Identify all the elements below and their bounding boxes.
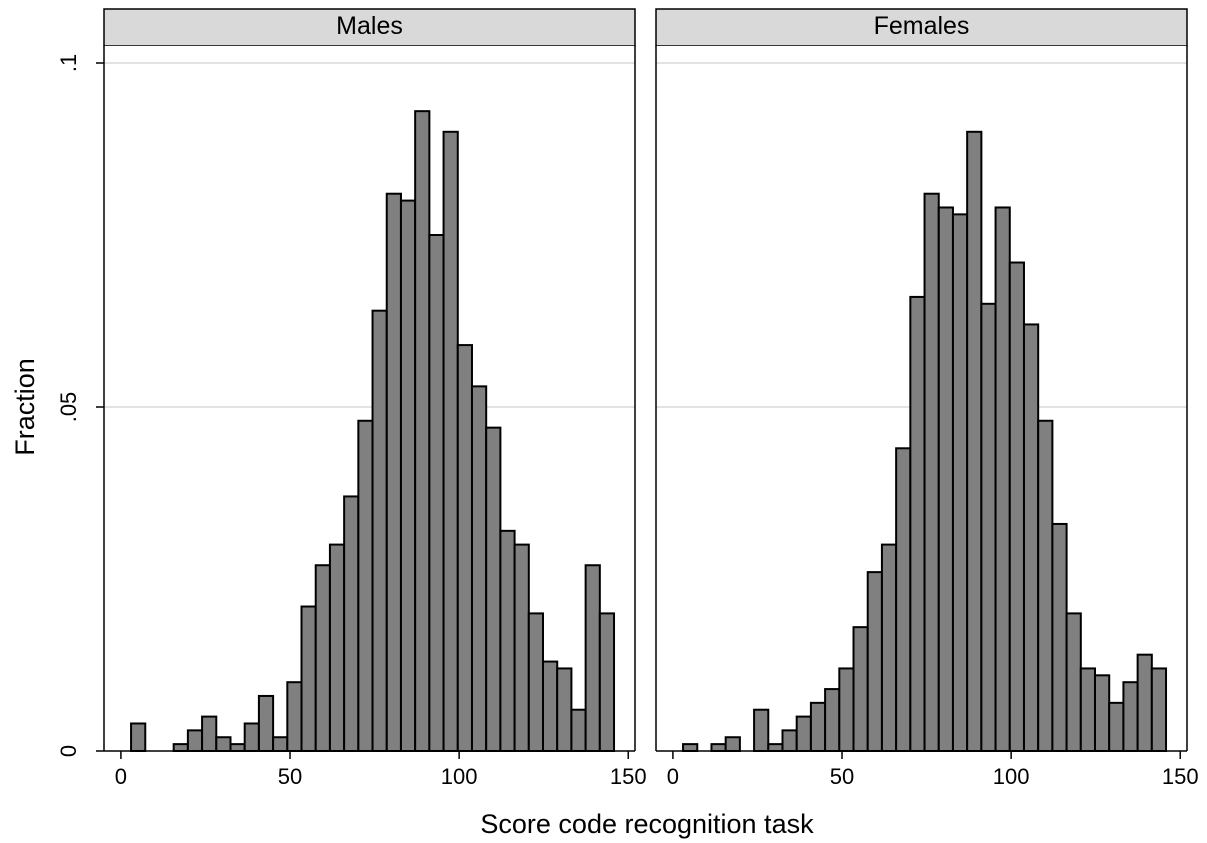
histogram-bar xyxy=(852,626,869,752)
histogram-bar xyxy=(414,110,431,753)
panel-title: Females xyxy=(874,12,970,40)
panel-females: Females 0 50 100 150 xyxy=(655,8,1199,789)
histogram-bar xyxy=(513,543,530,752)
panel-strip xyxy=(103,8,636,47)
histogram-bar xyxy=(442,130,459,753)
histogram-bar xyxy=(682,743,699,752)
histogram-bar xyxy=(1150,667,1168,752)
histogram-bar xyxy=(357,419,374,752)
y-axis-title: Fraction xyxy=(10,358,40,456)
histogram-bar xyxy=(994,206,1011,753)
histogram-bar xyxy=(710,743,727,752)
panel-strip xyxy=(655,8,1188,47)
histogram-bar xyxy=(470,385,488,752)
histogram-bar xyxy=(215,736,232,752)
histogram-bar xyxy=(1122,681,1139,753)
histogram-bar xyxy=(724,736,741,752)
histogram-bar xyxy=(781,729,798,752)
histogram-bar xyxy=(584,564,601,752)
histogram-bar xyxy=(527,612,545,753)
histogram-bar xyxy=(923,192,940,753)
histogram-bar xyxy=(272,736,289,752)
histogram-bar xyxy=(314,564,331,752)
histogram-bar xyxy=(866,571,883,752)
histogram-bar xyxy=(485,426,502,752)
histogram-bar xyxy=(130,722,147,752)
panel-title: Males xyxy=(336,12,403,40)
histogram-bar xyxy=(229,743,246,752)
histogram-bar xyxy=(824,688,841,753)
histogram-bar xyxy=(951,213,969,753)
histogram-bar xyxy=(243,722,260,752)
histogram-bar xyxy=(328,543,346,752)
histogram-bar xyxy=(966,130,983,753)
histogram-bar xyxy=(980,302,997,752)
histogram-bar xyxy=(385,192,402,753)
histogram-bar xyxy=(456,344,473,752)
histogram-bar xyxy=(428,234,445,752)
x-tick-label: 50 xyxy=(278,764,302,789)
histogram-bar xyxy=(570,708,587,752)
histogram-bar xyxy=(1094,674,1111,753)
histogram-bar xyxy=(343,495,360,752)
histogram-bar xyxy=(838,667,855,752)
histogram-bar xyxy=(1136,653,1153,752)
histogram-bar xyxy=(753,708,770,752)
histogram-bar xyxy=(795,715,812,752)
x-tick-label: 0 xyxy=(115,764,127,789)
histogram-bar xyxy=(1079,667,1097,752)
x-tick-label: 0 xyxy=(667,764,679,789)
histogram-bar xyxy=(1108,701,1125,753)
histogram-bar xyxy=(1008,261,1025,752)
histogram-bar xyxy=(542,660,559,752)
histogram-bar xyxy=(286,681,303,753)
y-tick-label: 0 xyxy=(56,745,81,757)
histogram-bar xyxy=(1051,522,1068,753)
histogram-bar xyxy=(499,529,516,753)
histogram-bar xyxy=(201,715,218,752)
histogram-bar xyxy=(1022,323,1040,752)
x-tick-label: 100 xyxy=(993,764,1030,789)
histogram-bar xyxy=(880,543,898,752)
y-tick-label: .05 xyxy=(56,392,81,423)
histogram-bar xyxy=(300,605,317,753)
histogram-bar xyxy=(598,612,616,753)
y-tick-label: .1 xyxy=(56,54,81,72)
panel-males: Males 0 50 100 150 0 .05 .1 xyxy=(56,8,647,789)
histogram-bar xyxy=(371,309,388,752)
histogram-bar xyxy=(556,667,573,752)
histogram-bar xyxy=(767,743,784,752)
histogram-bar xyxy=(937,206,954,753)
histogram-bar xyxy=(1065,612,1082,753)
histogram-bar xyxy=(186,729,204,752)
x-tick-label: 50 xyxy=(830,764,854,789)
histogram-bar xyxy=(895,447,912,752)
x-tick-label: 100 xyxy=(441,764,478,789)
histogram-bar xyxy=(1037,419,1054,752)
x-axis-title: Score code recognition task xyxy=(480,809,814,839)
histogram-bar xyxy=(257,694,275,753)
histogram-bar xyxy=(809,701,827,753)
x-tick-label: 150 xyxy=(610,764,647,789)
histogram-bar xyxy=(909,295,926,752)
histogram-bar xyxy=(172,743,189,752)
x-tick-label: 150 xyxy=(1162,764,1199,789)
histogram-bar xyxy=(399,199,417,753)
